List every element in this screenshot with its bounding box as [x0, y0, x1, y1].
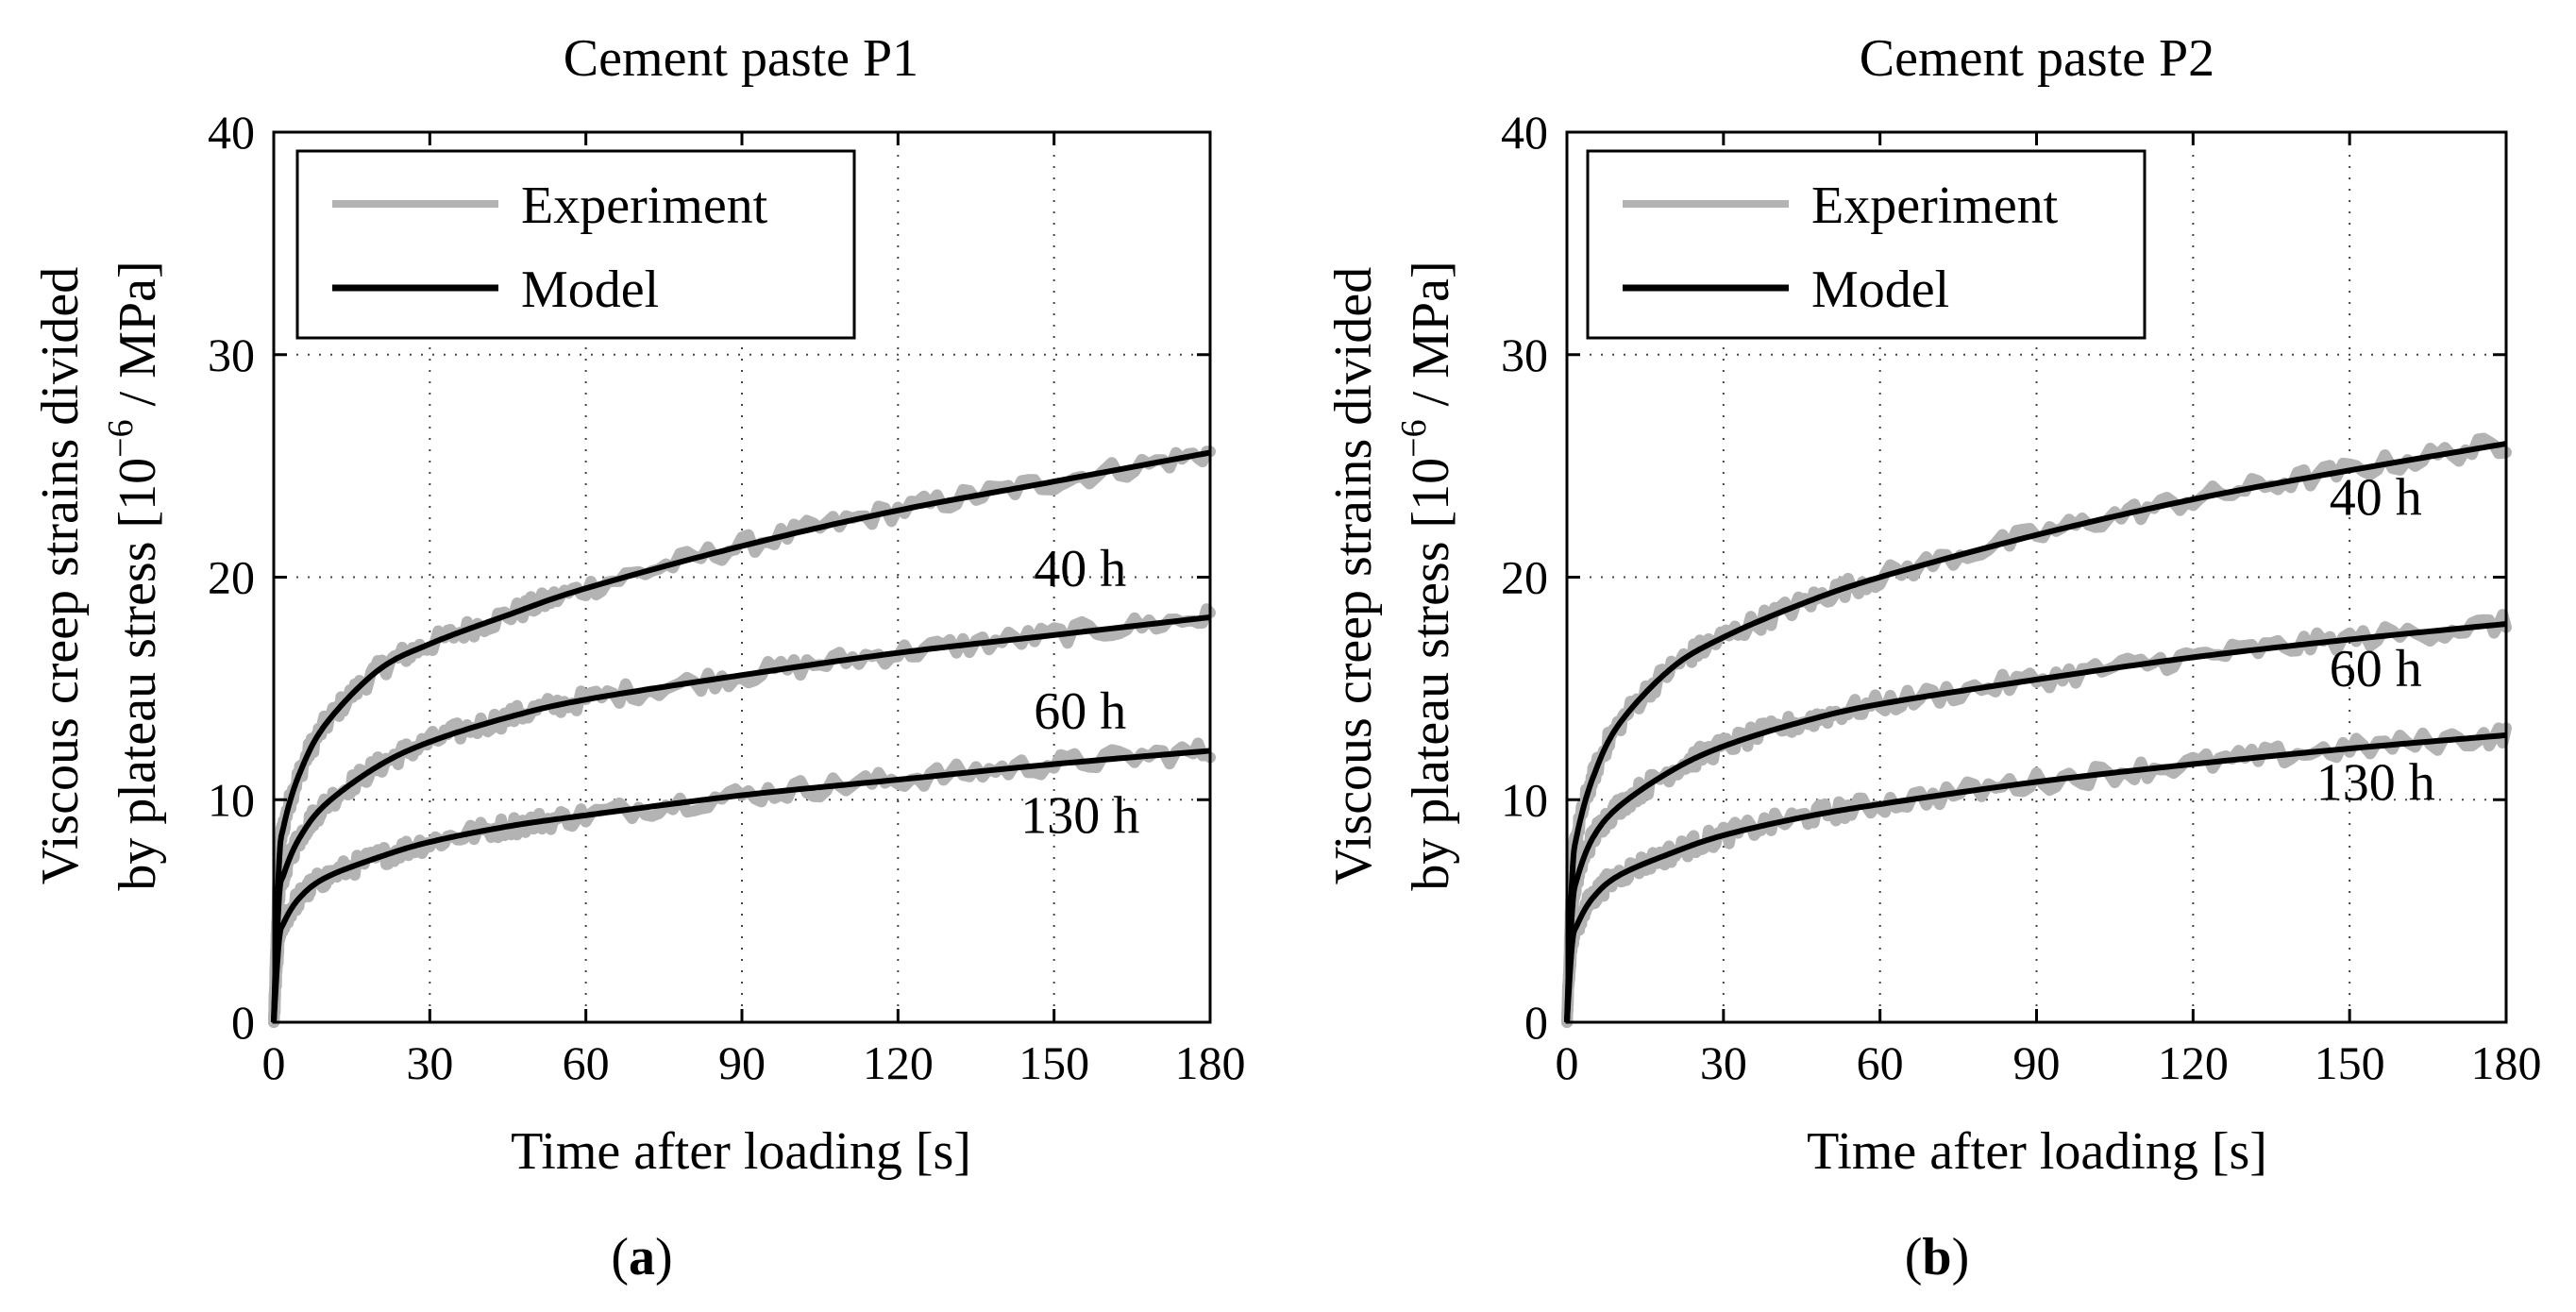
y-axis-label-exponent: −6 — [101, 419, 141, 457]
y-tick-label: 10 — [1501, 773, 1548, 826]
series-label: 130 h — [1020, 787, 1139, 846]
y-axis-label-line2: by plateau stress [10−6 / MPa] — [101, 261, 167, 890]
y-axis-label-unit: / MPa] — [1402, 261, 1460, 419]
series-label: 60 h — [2330, 640, 2422, 698]
x-tick-label: 30 — [406, 1036, 453, 1089]
y-axis-label-main: by plateau stress [10 — [109, 458, 167, 891]
plot-area: 0 30 60 90 120 150 180 0 10 20 30 40 40 h 60 h 130 h — [208, 106, 1246, 1089]
legend-model-label: Model — [1811, 261, 1949, 319]
y-tick-label: 40 — [208, 106, 255, 159]
y-axis-label-exponent: −6 — [1394, 419, 1434, 457]
y-axis-label-line1: Viscous creep strains divided — [31, 267, 90, 884]
series-label: 60 h — [1034, 682, 1126, 741]
legend-experiment-label: Experiment — [1811, 177, 2059, 235]
x-tick-label: 180 — [2471, 1036, 2542, 1089]
series-label: 130 h — [2316, 753, 2435, 812]
y-axis-label-line1: Viscous creep strains divided — [1324, 267, 1383, 884]
legend-box — [1586, 149, 2147, 340]
panel-b: Cement paste P2 Viscous creep strains di… — [1324, 29, 2542, 1287]
panel-caption-letter: b — [1922, 1228, 1951, 1287]
x-tick-label: 180 — [1175, 1036, 1246, 1089]
series-model-60h — [1564, 621, 2507, 1023]
y-axis-label-unit: / MPa] — [109, 261, 167, 419]
legend-experiment-label: Experiment — [521, 177, 768, 235]
y-tick-label: 20 — [208, 551, 255, 604]
series-label: 40 h — [2330, 468, 2422, 527]
x-tick-label: 30 — [1700, 1036, 1747, 1089]
y-tick-label: 0 — [1524, 996, 1548, 1049]
x-tick-label: 60 — [563, 1036, 610, 1089]
legend: Experiment Model — [1586, 149, 2147, 340]
legend-model-label: Model — [521, 261, 659, 319]
y-axis-label-line2: by plateau stress [10−6 / MPa] — [1394, 261, 1460, 890]
series-model-130h — [271, 748, 1211, 1023]
y-tick-label: 30 — [208, 328, 255, 381]
chart-title: Cement paste P1 — [564, 29, 918, 88]
y-tick-label: 0 — [231, 996, 255, 1049]
y-tick-label: 30 — [1501, 328, 1548, 381]
x-tick-label: 120 — [2158, 1036, 2229, 1089]
x-tick-label: 150 — [1019, 1036, 1089, 1089]
series-model-60h — [271, 614, 1211, 1023]
x-tick-label: 60 — [1857, 1036, 1904, 1089]
x-tick-label: 120 — [863, 1036, 934, 1089]
x-tick-label: 90 — [718, 1036, 766, 1089]
x-axis-label: Time after loading [s] — [1807, 1122, 2267, 1181]
x-tick-label: 0 — [262, 1036, 286, 1089]
x-tick-label: 0 — [1556, 1036, 1579, 1089]
y-tick-label: 20 — [1501, 551, 1548, 604]
chart-title: Cement paste P2 — [1860, 29, 2214, 88]
x-tick-label: 90 — [2013, 1036, 2061, 1089]
series-model-40h — [1564, 441, 2507, 1023]
series-model-40h — [271, 449, 1211, 1023]
panel-a: Cement paste P1 Viscous creep strains di… — [31, 29, 1246, 1287]
y-tick-label: 10 — [208, 773, 255, 826]
series-label: 40 h — [1034, 540, 1126, 598]
legend-box — [295, 149, 856, 340]
panel-caption-letter: a — [629, 1228, 655, 1287]
panel-caption: (a) — [611, 1228, 672, 1287]
legend: Experiment Model — [295, 149, 856, 340]
panel-caption: (b) — [1905, 1228, 1969, 1287]
y-axis-label-main: by plateau stress [10 — [1402, 458, 1460, 891]
x-axis-label: Time after loading [s] — [511, 1122, 971, 1181]
series-model-130h — [1564, 732, 2507, 1024]
x-tick-label: 150 — [2315, 1036, 2385, 1089]
y-tick-label: 40 — [1501, 106, 1548, 159]
